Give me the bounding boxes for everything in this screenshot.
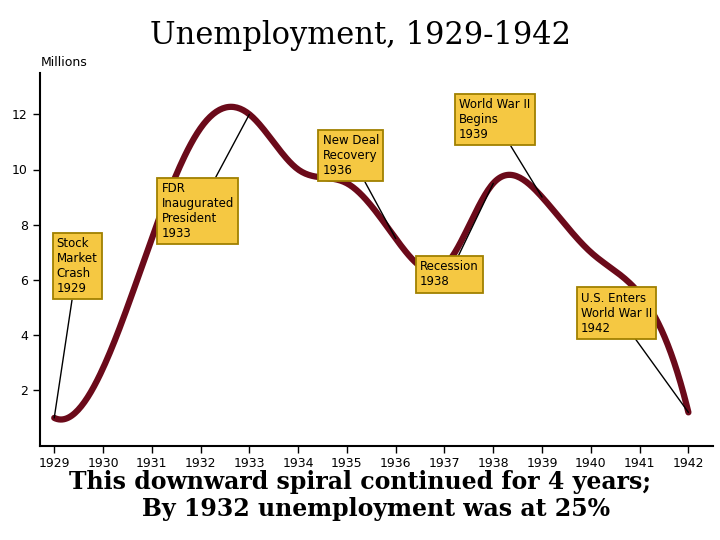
Text: New Deal
Recovery
1936: New Deal Recovery 1936 [323, 134, 396, 239]
Text: World War II
Begins
1939: World War II Begins 1939 [459, 98, 542, 197]
Text: Stock
Market
Crash
1929: Stock Market Crash 1929 [54, 237, 97, 418]
Text: Recession
1938: Recession 1938 [420, 183, 493, 288]
Text: FDR
Inaugurated
President
1933: FDR Inaugurated President 1933 [161, 114, 249, 240]
Text: Unemployment, 1929-1942: Unemployment, 1929-1942 [150, 19, 570, 51]
Text: U.S. Enters
World War II
1942: U.S. Enters World War II 1942 [581, 292, 688, 413]
Text: This downward spiral continued for 4 years;
    By 1932 unemployment was at 25%: This downward spiral continued for 4 yea… [69, 470, 651, 521]
Text: Millions: Millions [40, 56, 87, 69]
